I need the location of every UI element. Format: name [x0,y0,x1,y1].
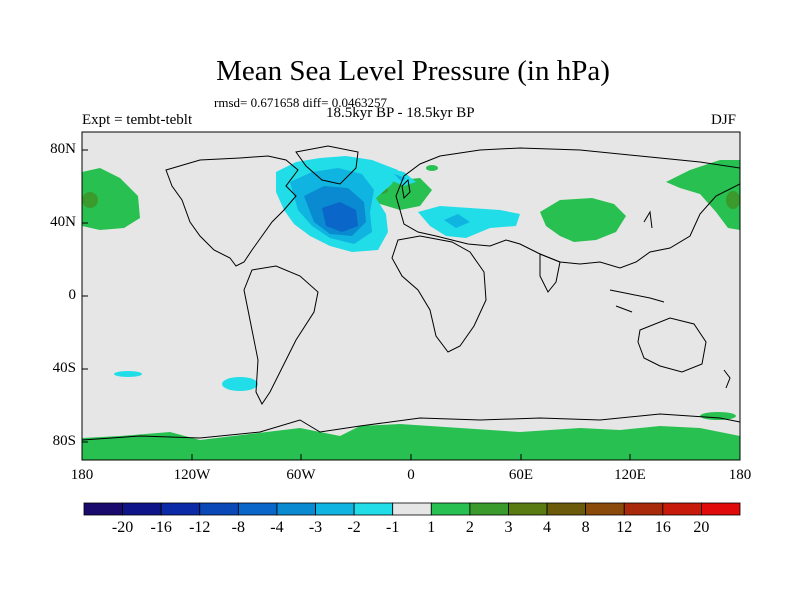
colorbar-label: -16 [150,519,172,536]
nh-positive-anomalies [82,160,740,242]
colorbar-label: -1 [386,519,400,536]
colorbar-label: -12 [189,519,211,536]
colorbar-swatch [122,502,162,516]
colorbar-label: 4 [543,519,552,536]
colorbar-swatch [585,502,625,516]
colorbar-swatch [83,502,123,516]
lat-label: 40S [52,360,76,376]
experiment-label: Expt = tembt-teblt [82,112,193,128]
colorbar-swatch [623,502,664,516]
season-label: DJF [711,112,737,128]
sh-negative-anomalies [114,371,258,391]
figure-title: Mean Sea Level Pressure (in hPa) [216,55,610,87]
colorbar-swatch [315,502,355,516]
colorbar-swatch [430,502,471,516]
colorbar-label: 2 [465,519,474,536]
colorbar [83,502,741,516]
lat-label: 40N [50,214,76,230]
colorbar-swatch [508,502,548,516]
colorbar-label: -3 [308,519,323,536]
colorbar-swatch [160,502,201,516]
lat-label: 80S [52,433,76,449]
colorbar-swatch [353,502,394,516]
colorbar-swatch [662,502,702,516]
colorbar-swatch [701,502,741,516]
colorbar-label: 12 [616,519,633,536]
lon-label: 180 [728,467,752,483]
colorbar-label: -20 [111,519,134,536]
colorbar-swatch [392,502,432,516]
colorbar-swatch [199,502,239,516]
mediterranean-negative-anomaly [418,206,520,238]
axis-ticks [81,149,741,460]
nh-positive-anomaly-cores [82,186,740,209]
colorbar-swatch [546,502,587,516]
coastlines [81,145,741,441]
colorbar-swatch [469,502,509,516]
lon-label: 120W [173,467,211,483]
colorbar-label: 1 [427,519,436,536]
colorbar-swatch [237,502,278,516]
stats-label: rmsd= 0.671658 diff= 0.0463257 [214,95,387,110]
colorbar-label: -4 [270,519,284,536]
lon-label: 180 [70,467,94,483]
lat-label: 0 [68,287,77,303]
colorbar-label: 8 [581,519,590,536]
north-atlantic-negative-anomaly [276,156,416,252]
colorbar-label: 16 [654,519,671,536]
lon-label: 120E [614,467,646,483]
colorbar-swatch [276,502,316,516]
lon-label: 0 [407,467,415,483]
lat-label: 80N [50,141,76,157]
colorbar-label: 3 [504,519,513,536]
lon-label: 60E [508,467,534,483]
colorbar-label: 20 [693,519,710,536]
colorbar-label: -2 [347,519,361,536]
colorbar-label: -8 [231,519,245,536]
antarctic-positive-anomaly [82,412,740,460]
period-label: 18.5kyr BP - 18.5kyr BP [326,105,475,121]
lon-label: 60W [286,467,316,483]
